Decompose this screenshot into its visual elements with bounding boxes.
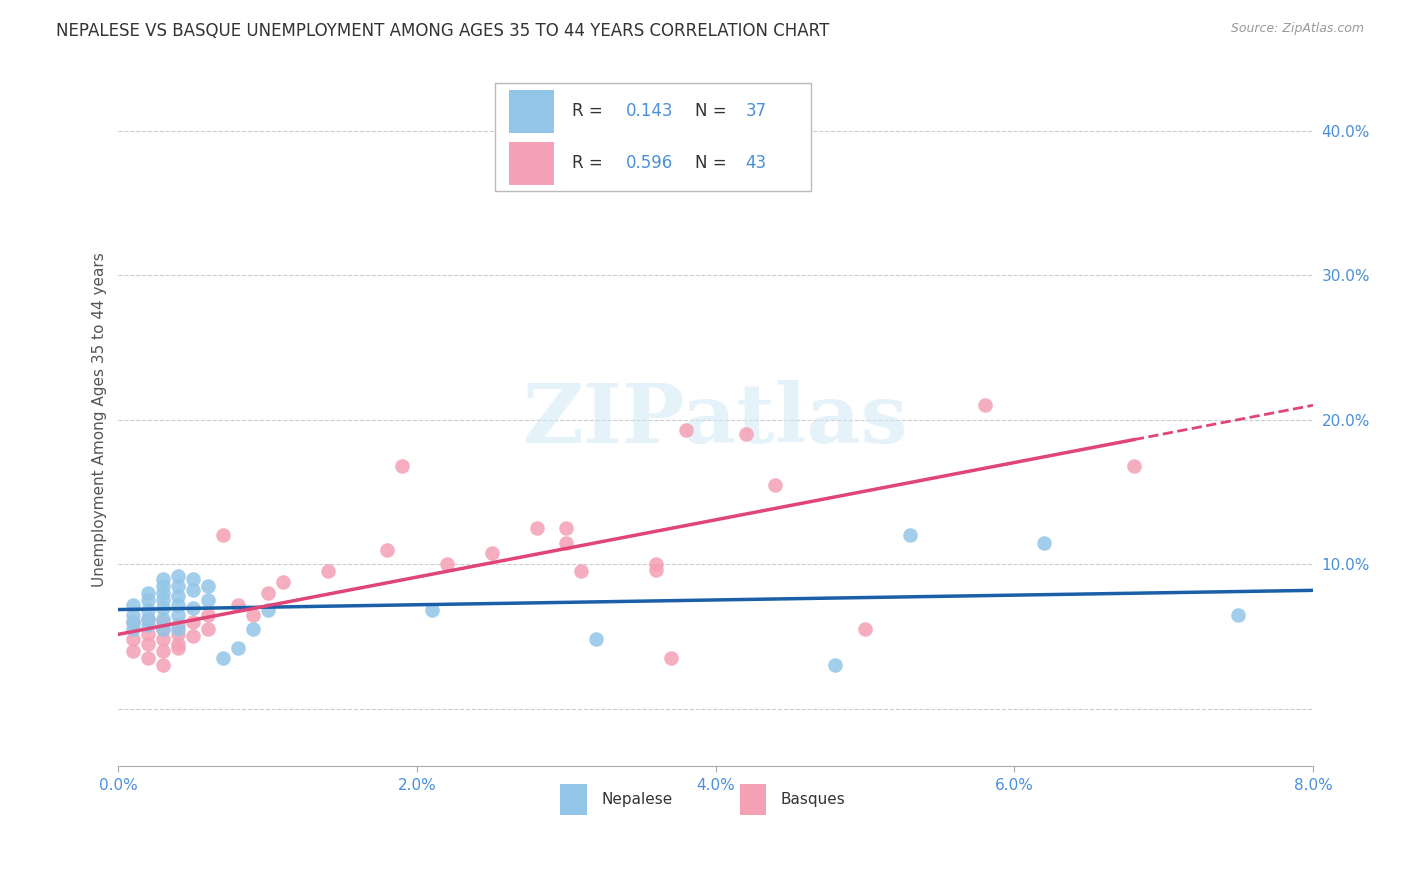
Point xyxy=(152,622,174,636)
Point xyxy=(212,651,235,665)
Point xyxy=(197,622,219,636)
Point xyxy=(167,637,190,651)
Point xyxy=(136,603,159,617)
Point xyxy=(645,558,668,572)
Point xyxy=(197,607,219,622)
Point xyxy=(152,644,174,658)
Y-axis label: Unemployment Among Ages 35 to 44 years: Unemployment Among Ages 35 to 44 years xyxy=(93,252,107,587)
Point xyxy=(765,477,787,491)
Point xyxy=(555,535,578,549)
Point xyxy=(152,612,174,626)
Text: 0.143: 0.143 xyxy=(626,102,673,120)
Point xyxy=(136,612,159,626)
Text: Basques: Basques xyxy=(780,792,845,807)
Point xyxy=(167,626,190,640)
Point xyxy=(420,603,443,617)
Text: 43: 43 xyxy=(745,154,766,172)
Point xyxy=(1122,458,1144,473)
Text: R =: R = xyxy=(572,154,609,172)
Point xyxy=(585,632,607,647)
Text: NEPALESE VS BASQUE UNEMPLOYMENT AMONG AGES 35 TO 44 YEARS CORRELATION CHART: NEPALESE VS BASQUE UNEMPLOYMENT AMONG AG… xyxy=(56,22,830,40)
Point xyxy=(167,640,190,655)
Point xyxy=(898,528,921,542)
Point xyxy=(122,598,145,612)
FancyBboxPatch shape xyxy=(495,83,811,191)
Point xyxy=(853,622,876,636)
Point xyxy=(242,622,264,636)
Point xyxy=(316,565,339,579)
Point xyxy=(122,607,145,622)
Bar xyxy=(509,89,554,133)
Point xyxy=(256,586,278,600)
Point xyxy=(212,528,235,542)
Point xyxy=(167,607,190,622)
Point xyxy=(167,598,190,612)
Point xyxy=(136,637,159,651)
Point xyxy=(824,658,846,673)
Point xyxy=(136,612,159,626)
Point xyxy=(181,572,204,586)
Point xyxy=(391,458,413,473)
Point xyxy=(181,630,204,644)
Point xyxy=(152,572,174,586)
Point xyxy=(973,398,995,412)
Point xyxy=(152,632,174,647)
Bar xyxy=(561,784,586,815)
Point xyxy=(555,521,578,535)
Point xyxy=(526,521,548,535)
Point xyxy=(152,622,174,636)
Point xyxy=(136,618,159,632)
Point xyxy=(181,615,204,629)
Point xyxy=(152,600,174,615)
Point xyxy=(167,568,190,582)
Text: N =: N = xyxy=(696,102,733,120)
Point xyxy=(226,598,249,612)
Point xyxy=(659,651,682,665)
Point xyxy=(136,626,159,640)
Point xyxy=(167,618,190,632)
Text: N =: N = xyxy=(696,154,733,172)
Point xyxy=(481,546,503,560)
Point xyxy=(136,651,159,665)
Point xyxy=(181,583,204,598)
Point xyxy=(152,579,174,593)
Text: ZIPatlas: ZIPatlas xyxy=(523,380,908,459)
Point xyxy=(645,563,668,577)
Point xyxy=(1033,535,1056,549)
Point xyxy=(122,644,145,658)
Point xyxy=(436,558,458,572)
Bar xyxy=(509,142,554,185)
Point xyxy=(569,565,592,579)
Point xyxy=(167,589,190,603)
Point xyxy=(122,615,145,629)
Point xyxy=(152,586,174,600)
Point xyxy=(256,603,278,617)
Bar xyxy=(740,784,766,815)
Point xyxy=(136,593,159,607)
Point xyxy=(734,427,756,442)
Point xyxy=(1227,607,1250,622)
Point xyxy=(167,622,190,636)
Point xyxy=(152,658,174,673)
Point xyxy=(181,600,204,615)
Point xyxy=(152,615,174,629)
Text: Source: ZipAtlas.com: Source: ZipAtlas.com xyxy=(1230,22,1364,36)
Point xyxy=(167,579,190,593)
Text: Nepalese: Nepalese xyxy=(602,792,672,807)
Point xyxy=(675,423,697,437)
Point xyxy=(242,607,264,622)
Text: R =: R = xyxy=(572,102,609,120)
Text: 37: 37 xyxy=(745,102,766,120)
Point xyxy=(122,615,145,629)
Point xyxy=(136,586,159,600)
Point xyxy=(375,542,398,557)
Point xyxy=(197,593,219,607)
Point xyxy=(122,632,145,647)
Point xyxy=(152,593,174,607)
Point xyxy=(271,574,294,589)
Point xyxy=(122,622,145,636)
Point xyxy=(197,579,219,593)
Point xyxy=(226,640,249,655)
Text: 0.596: 0.596 xyxy=(626,154,673,172)
